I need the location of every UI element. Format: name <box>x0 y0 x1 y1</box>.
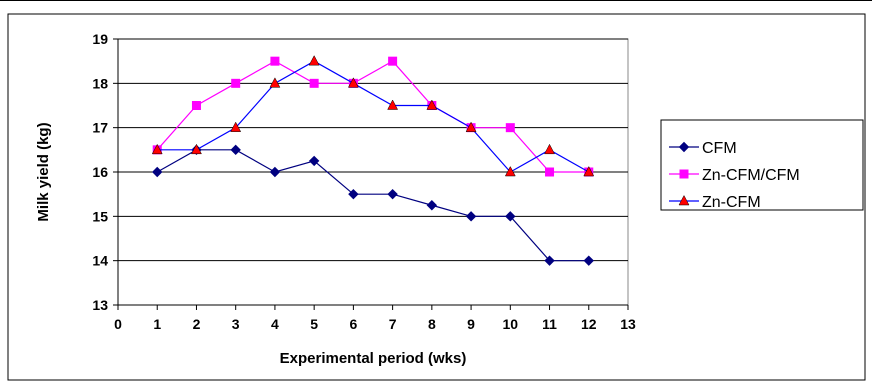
legend-marker-Zn-CFM <box>678 194 690 206</box>
legend: CFM Zn-CFM/CFM Zn-CFM <box>669 140 800 211</box>
y-axis-label: Milk yield (kg) <box>35 122 52 221</box>
data-point-Zn-CFM/CFM <box>388 56 398 66</box>
x-tick-label: 6 <box>349 316 357 332</box>
data-point-Zn-CFM/CFM <box>545 167 555 177</box>
legend-label-CFM: CFM <box>702 140 737 157</box>
x-tick-label: 4 <box>271 316 279 332</box>
x-tick-label: 10 <box>503 316 519 332</box>
x-tick-label: 9 <box>467 316 475 332</box>
y-tick-label: 16 <box>92 164 108 180</box>
data-point-CFM <box>152 166 163 178</box>
series-line-Zn-CFM <box>157 60 590 173</box>
data-point-CFM <box>348 188 359 200</box>
data-point-Zn-CFM <box>230 121 242 132</box>
data-point-Zn-CFM/CFM <box>505 123 515 133</box>
x-tick-label: 8 <box>428 316 436 332</box>
data-point-CFM <box>230 144 241 156</box>
top-rule <box>0 0 872 1</box>
x-tick-label: 12 <box>581 316 597 332</box>
series-line-Zn-CFM/CFM <box>156 60 589 173</box>
legend-label-Zn-CFM: Zn-CFM <box>702 194 761 211</box>
data-point-Zn-CFM <box>191 143 202 155</box>
data-point-Zn-CFM <box>387 99 399 110</box>
data-point-CFM <box>308 155 320 167</box>
data-point-CFM <box>465 211 477 222</box>
legend-box <box>660 119 864 211</box>
data-point-Zn-CFM <box>347 77 359 88</box>
y-tick-label: 18 <box>92 75 108 91</box>
y-tick-label: 15 <box>92 208 108 224</box>
data-point-Zn-CFM <box>504 165 516 177</box>
x-axis-label: Experimental period (wks) <box>280 350 467 367</box>
x-tick-label: 13 <box>620 316 636 332</box>
x-tick-label: 0 <box>114 316 122 332</box>
data-point-CFM <box>505 211 516 222</box>
y-tick-label: 19 <box>92 31 108 47</box>
data-point-Zn-CFM/CFM <box>231 78 241 88</box>
data-point-Zn-CFM <box>269 77 281 88</box>
data-point-CFM <box>583 255 594 266</box>
legend-marker-Zn-CFM/CFM <box>679 169 689 179</box>
data-point-Zn-CFM <box>426 99 438 110</box>
data-point-Zn-CFM/CFM <box>191 101 201 110</box>
x-tick-label: 1 <box>153 316 161 332</box>
data-point-CFM <box>544 255 555 266</box>
legend-marker-CFM <box>678 141 690 153</box>
x-tick-label: 2 <box>193 316 201 332</box>
series-layer <box>151 55 595 266</box>
data-point-Zn-CFM <box>544 143 555 155</box>
data-point-Zn-CFM/CFM <box>270 56 280 66</box>
data-point-Zn-CFM <box>583 165 595 177</box>
y-tick-label: 17 <box>92 120 108 136</box>
x-tick-label: 7 <box>389 316 397 332</box>
data-point-Zn-CFM <box>465 121 477 132</box>
data-point-Zn-CFM <box>308 55 320 66</box>
data-point-CFM <box>387 188 398 200</box>
y-tick-label: 13 <box>92 297 108 313</box>
data-point-CFM <box>269 166 281 178</box>
x-tick-label: 5 <box>310 316 318 332</box>
y-tick-label: 14 <box>92 253 108 269</box>
series-line-CFM <box>156 149 589 262</box>
data-point-CFM <box>426 200 438 211</box>
data-point-Zn-CFM <box>151 143 163 155</box>
x-tick-label: 11 <box>542 316 557 332</box>
x-tick-label: 3 <box>232 316 240 332</box>
legend-label-Zn-CFM/CFM: Zn-CFM/CFM <box>702 167 800 184</box>
data-point-Zn-CFM/CFM <box>309 78 319 88</box>
